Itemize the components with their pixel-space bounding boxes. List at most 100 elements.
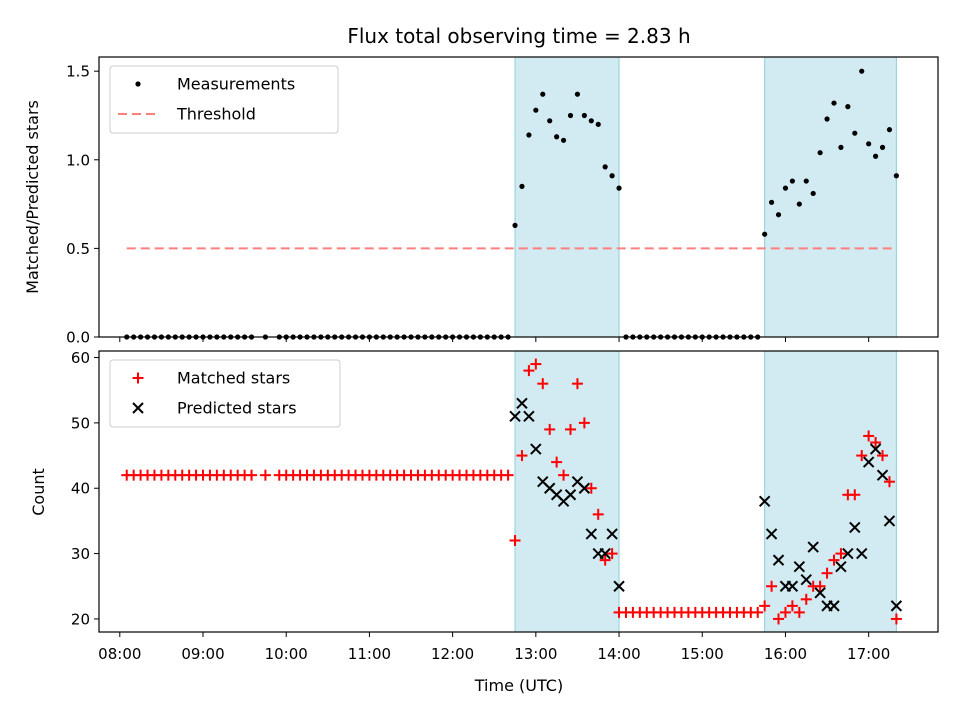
bottom-series-matched-stars-point-89 xyxy=(752,606,764,618)
bottom-series-matched-stars-point-90 xyxy=(759,600,771,612)
top-series-measurements-point-59 xyxy=(547,118,553,124)
bottom-series-matched-stars-point-19 xyxy=(259,469,271,481)
x-tick-label-6: 14:00 xyxy=(597,645,640,663)
x-tick-label-2: 10:00 xyxy=(265,645,308,663)
bottom-series-predicted-stars-point-20-b xyxy=(786,580,799,592)
top-series-measurements-point-96 xyxy=(803,178,809,184)
top-series-measurements-point-91 xyxy=(768,199,775,205)
bottom-series-predicted-stars-point-11-b xyxy=(585,528,598,540)
x-tick-label-1: 09:00 xyxy=(181,645,224,663)
top-legend-box xyxy=(109,65,339,134)
bottom-y-tick-label-2: 40 xyxy=(71,480,90,498)
bottom-series-matched-stars-point-93 xyxy=(779,606,791,618)
bottom-series-predicted-stars-point-30-b xyxy=(856,547,868,560)
top-series-measurements-point-64 xyxy=(581,112,587,119)
top-series-measurements-point-66 xyxy=(595,121,601,127)
bottom-series-predicted-stars-point-27-b xyxy=(835,560,847,573)
bottom-series-predicted-stars-point-24 xyxy=(814,587,826,599)
top-series-measurements-point-67 xyxy=(602,164,608,170)
top-series-measurements-point-105 xyxy=(866,141,872,147)
top-legend: Measurements Threshold xyxy=(109,65,339,134)
top-series-measurements-point-101 xyxy=(838,144,844,150)
top-legend-item-0-symbol xyxy=(135,81,141,87)
bottom-series-predicted-stars-point-8-b xyxy=(564,489,577,501)
bottom-series-predicted-stars-point-1-b xyxy=(516,397,528,409)
bottom-series-matched-stars-point-56 xyxy=(523,365,535,377)
bottom-series-predicted-stars-point-34 xyxy=(883,515,896,527)
bottom-series-predicted-stars-point-30 xyxy=(856,547,868,560)
bottom-series-matched-stars-point-59 xyxy=(544,423,556,435)
bottom-legend: Matched stars Predicted stars xyxy=(109,359,341,428)
bottom-series-predicted-stars-point-27 xyxy=(835,560,847,573)
top-y-tick-label-3: 1.5 xyxy=(66,63,90,81)
top-series-measurements-point-106 xyxy=(872,153,879,159)
top-series-measurements-point-92 xyxy=(775,212,782,218)
bottom-series-predicted-stars-point-2 xyxy=(523,410,535,423)
top-series-measurements-point-95 xyxy=(796,201,802,207)
top-series-measurements-point-103 xyxy=(852,130,858,136)
bottom-series-predicted-stars-point-26-b xyxy=(828,600,840,612)
chart-title: Flux total observing time = 2.83 h xyxy=(347,24,690,48)
x-tick-label-8: 16:00 xyxy=(764,645,807,663)
bottom-series-predicted-stars-point-31 xyxy=(862,456,875,468)
bottom-series-predicted-stars-point-15-b xyxy=(613,580,625,592)
bottom-series-predicted-stars xyxy=(509,397,903,612)
bottom-series-predicted-stars-point-32-b xyxy=(869,443,882,455)
bottom-series-matched-stars-point-62 xyxy=(565,423,577,435)
bottom-series-matched-stars-point-54 xyxy=(509,535,521,547)
bottom-legend-item-1-symbol-b xyxy=(132,402,144,414)
top-series-measurements-point-56 xyxy=(526,132,532,138)
bottom-series-matched-stars-point-65 xyxy=(585,482,597,494)
bottom-series-matched-stars-point-63 xyxy=(571,378,583,390)
top-y-tick-label-2: 1.0 xyxy=(66,151,90,169)
x-tick-label-5: 13:00 xyxy=(514,645,557,663)
bottom-series-predicted-stars-point-29 xyxy=(849,521,861,534)
top-y-tick-label-0: 0.0 xyxy=(66,329,90,347)
top-series-measurements-point-60 xyxy=(554,134,560,140)
bottom-series-predicted-stars-point-15 xyxy=(613,580,625,592)
bottom-series-predicted-stars-point-35-b xyxy=(890,600,903,612)
bottom-series-matched-stars-point-104 xyxy=(856,450,868,462)
bottom-series-matched-stars-point-61 xyxy=(558,469,570,481)
bottom-series-predicted-stars-point-33 xyxy=(876,469,889,481)
top-series-measurements-point-54 xyxy=(512,222,518,228)
top-panel: 0.0 0.5 1.0 1.5 Measurements Threshold xyxy=(66,56,939,347)
top-series-measurements-point-104 xyxy=(859,68,865,74)
top-series-measurements-point-94 xyxy=(789,178,795,184)
top-series-measurements-point-62 xyxy=(567,112,574,119)
bottom-series-predicted-stars-point-14 xyxy=(606,528,618,540)
bottom-series-predicted-stars-point-0-b xyxy=(509,410,521,423)
bottom-series-matched-stars-point-91 xyxy=(766,580,778,592)
bottom-series-predicted-stars-point-35 xyxy=(890,600,903,612)
bottom-series-matched-stars-point-92 xyxy=(773,613,785,625)
bottom-series-predicted-stars-point-20 xyxy=(786,580,799,592)
bottom-series-matched-stars-point-95 xyxy=(793,606,805,618)
bottom-series-predicted-stars-point-16 xyxy=(758,495,771,508)
bottom-series-matched-stars-point-94 xyxy=(786,600,798,612)
bottom-y-tick-label-1: 30 xyxy=(71,545,90,563)
bottom-series-matched-stars-point-105 xyxy=(863,430,875,442)
bottom-series-matched-stars-point-68 xyxy=(606,548,618,560)
top-legend-item-1-label: Threshold xyxy=(176,105,256,124)
top-series-measurements-point-109 xyxy=(893,173,899,179)
bottom-observing-window-1 xyxy=(764,350,897,633)
bottom-series-predicted-stars-point-4-b xyxy=(537,475,549,488)
bottom-series-predicted-stars-point-23 xyxy=(807,541,819,553)
top-series-measurements-point-99 xyxy=(824,116,830,122)
bottom-series-predicted-stars-point-3-b xyxy=(530,443,542,455)
bottom-series-matched-stars-point-96 xyxy=(800,593,812,605)
bottom-series-predicted-stars-point-16-b xyxy=(758,495,771,508)
bottom-series-matched-stars-point-57 xyxy=(530,358,542,370)
bottom-series-predicted-stars-point-34-b xyxy=(883,515,896,527)
bottom-series-predicted-stars-point-9-b xyxy=(571,475,584,488)
x-axis-label: Time (UTC) xyxy=(474,676,563,695)
bottom-axes-frame xyxy=(98,350,939,633)
bottom-series-matched-stars-point-100 xyxy=(828,554,840,566)
bottom-series-predicted-stars-point-5-b xyxy=(543,482,556,494)
bottom-series-matched-stars-point-101 xyxy=(835,548,847,560)
bottom-series-matched-stars-point-55 xyxy=(516,450,528,462)
top-series-measurements-point-107 xyxy=(879,144,886,150)
bottom-panel: 20 30 40 50 60 08:00 09:00 10:00 11:00 12:00 13:00… xyxy=(71,349,939,663)
bottom-series-predicted-stars-point-13 xyxy=(599,547,611,560)
